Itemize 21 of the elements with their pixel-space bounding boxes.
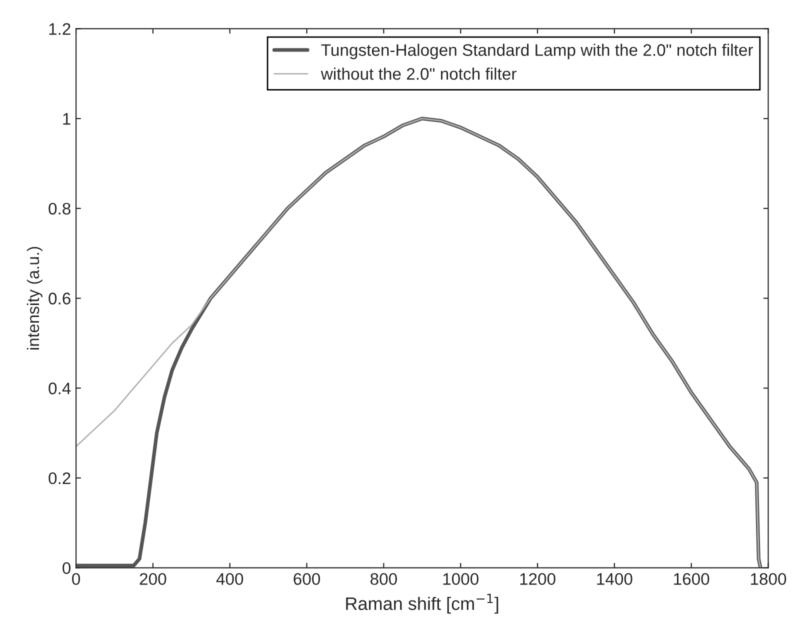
x-tick-label: 1200 (520, 573, 556, 585)
y-tick-label: 0.4 (48, 382, 71, 394)
x-tick-label: 1800 (750, 573, 786, 585)
y-tick-label: 1.2 (49, 23, 70, 35)
legend-label: without the 2.0" notch filter (320, 68, 516, 80)
x-axis-title: Raman shift [cm$^{−1}$] (346, 594, 498, 614)
y-tick-label: 1 (63, 113, 70, 125)
y-axis-title: intensity (a.u.) (26, 246, 42, 350)
x-tick-label: 1000 (443, 573, 478, 585)
y-tick-label: 0.8 (48, 202, 70, 215)
x-tick-label: 600 (294, 573, 320, 585)
x-tick-label: 0 (72, 573, 80, 585)
y-tick-label: 0.6 (48, 292, 70, 304)
x-tick-label: 400 (216, 573, 244, 585)
y-tick-label: 0 (62, 562, 71, 574)
x-tick-label: 800 (370, 573, 397, 585)
x-tick-label: 1600 (674, 573, 710, 585)
x-tick-label: 1400 (597, 573, 632, 585)
y-tick-label: 0.2 (48, 472, 70, 484)
x-tick-label: 200 (140, 573, 166, 585)
legend-label: Tungsten-Halogen Standard Lamp with the 2.0" notch filter (321, 44, 753, 60)
